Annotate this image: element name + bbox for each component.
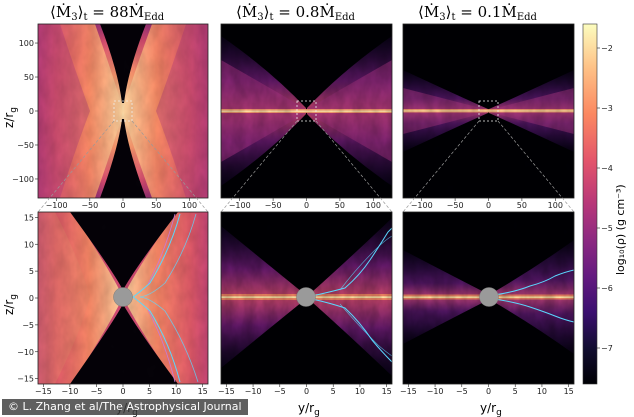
panel-bottom-0-1 [403, 212, 574, 384]
xtick-label-bottom: 0 [120, 387, 125, 396]
xtick-label-top: 50 [335, 201, 345, 210]
xtick-label-top: 0 [120, 201, 125, 210]
ytick-label-top: −100 [12, 175, 34, 184]
top-ylabel: z/rg [2, 107, 19, 128]
black-hole [479, 287, 499, 307]
ytick-label-top: 100 [19, 39, 34, 48]
xtick-label-top: −100 [229, 201, 251, 210]
colorbar-label: log₁₀(ρ) (g cm⁻³) [614, 184, 627, 275]
ytick-label-bottom: 0 [29, 294, 34, 303]
xtick-label-bottom: −5 [91, 387, 103, 396]
title-88: ⟨Ṁ3⟩t = 88ṀEdd [50, 3, 165, 23]
bottom-ylabel: z/rg [2, 294, 19, 315]
xtick-label-bottom: 10 [537, 387, 547, 396]
xlabel-2: y/rg [298, 401, 320, 417]
xtick-label-top: 50 [151, 201, 161, 210]
zoom-box-0-8 [296, 100, 317, 122]
xtick-label-bottom: −5 [456, 387, 468, 396]
image-credit: © L. Zhang et al/The Astrophysical Journ… [2, 399, 248, 415]
xlabel-3: y/rg [480, 401, 502, 417]
black-hole [296, 287, 316, 307]
xtick-label-top: 100 [548, 201, 563, 210]
panel-top-0-8 [221, 24, 392, 198]
xtick-label-bottom: 15 [198, 387, 208, 396]
ytick-label-bottom: −10 [17, 348, 34, 357]
xtick-label-bottom: 0 [486, 387, 491, 396]
xtick-label-top: 100 [182, 201, 197, 210]
xtick-label-top: 0 [486, 201, 491, 210]
colorbar-tick-label: −6 [601, 284, 613, 293]
ytick-label-top: −50 [17, 141, 34, 150]
xtick-label-top: 100 [366, 201, 381, 210]
colorbar-tick-label: −7 [601, 344, 613, 353]
colorbar-tick-label: −3 [601, 104, 613, 113]
panel-titles: ⟨Ṁ3⟩t = 88ṀEdd ⟨Ṁ3⟩t = 0.8ṀEdd ⟨Ṁ3⟩t = 0… [50, 3, 538, 23]
ytick-label-bottom: −5 [22, 321, 34, 330]
xtick-label-bottom: 10 [171, 387, 181, 396]
panel-top-88 [38, 24, 208, 198]
xtick-label-top: 50 [517, 201, 527, 210]
ytick-label-bottom: −15 [17, 375, 34, 384]
colorbar-tick-label: −5 [601, 224, 613, 233]
xtick-label-bottom: −15 [35, 387, 52, 396]
ytick-label-top: 50 [24, 73, 34, 82]
ytick-label-bottom: 5 [29, 267, 34, 276]
xtick-label-bottom: 10 [355, 387, 365, 396]
panel-bottom-88 [38, 212, 208, 384]
panel-top-0-1 [403, 24, 574, 198]
xtick-label-top: 0 [304, 201, 309, 210]
xtick-label-bottom: 5 [331, 387, 336, 396]
colorbar-tick-label: −4 [601, 164, 613, 173]
ytick-label-bottom: 10 [24, 240, 34, 249]
xtick-label-bottom: −15 [218, 387, 235, 396]
xtick-label-top: −100 [46, 201, 68, 210]
title-0-1: ⟨Ṁ3⟩t = 0.1ṀEdd [418, 3, 538, 23]
zoom-box-88 [113, 100, 133, 122]
xtick-label-top: −100 [411, 201, 433, 210]
zoom-box-0-1 [478, 100, 499, 122]
xtick-label-bottom: 0 [304, 387, 309, 396]
xtick-label-bottom: −5 [274, 387, 286, 396]
xtick-label-top: −50 [265, 201, 282, 210]
title-0-8: ⟨Ṁ3⟩t = 0.8ṀEdd [236, 3, 356, 23]
colorbar-ticks: −2 −3 −4 −5 −6 −7 [597, 44, 613, 353]
xtick-label-bottom: 15 [382, 387, 392, 396]
xtick-label-top: −50 [81, 201, 98, 210]
panel-bottom-0-8 [221, 212, 392, 384]
colorbar [582, 23, 598, 385]
xtick-label-bottom: 5 [147, 387, 152, 396]
xtick-label-top: −50 [447, 201, 464, 210]
xtick-label-bottom: 5 [513, 387, 518, 396]
xtick-label-bottom: −10 [427, 387, 444, 396]
black-hole [113, 287, 133, 307]
xtick-label-bottom: −10 [245, 387, 262, 396]
xtick-label-bottom: 15 [564, 387, 574, 396]
colorbar-tick-label: −2 [601, 44, 613, 53]
ytick-label-top: 0 [29, 107, 34, 116]
ytick-label-bottom: 15 [24, 213, 34, 222]
xtick-label-bottom: −10 [61, 387, 78, 396]
xtick-label-bottom: −15 [400, 387, 417, 396]
